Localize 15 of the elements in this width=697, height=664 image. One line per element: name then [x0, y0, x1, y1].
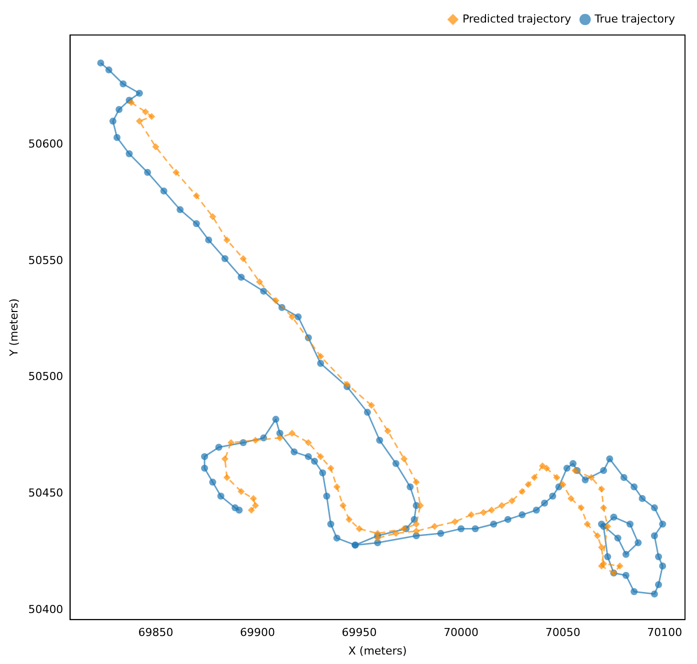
- x-tick-label: 69950: [342, 626, 377, 640]
- y-tick-label: 50600: [28, 137, 64, 150]
- legend-label: Predicted trajectory: [462, 12, 572, 26]
- y-tick-label: 50400: [28, 603, 64, 616]
- legend-label: True trajectory: [594, 12, 676, 26]
- x-tick-label: 70050: [545, 626, 580, 640]
- x-axis-title: X (meters): [348, 644, 407, 658]
- y-tick-label: 50450: [28, 486, 64, 500]
- y-tick-label: 50500: [28, 370, 64, 384]
- y-axis-title: Y (meters): [7, 298, 20, 358]
- x-tick-label: 69850: [138, 626, 174, 640]
- x-tick-label: 69900: [240, 626, 275, 640]
- x-tick-label: 70000: [444, 626, 479, 640]
- y-tick-label: 50550: [28, 254, 64, 267]
- x-tick-label: 70100: [647, 626, 682, 640]
